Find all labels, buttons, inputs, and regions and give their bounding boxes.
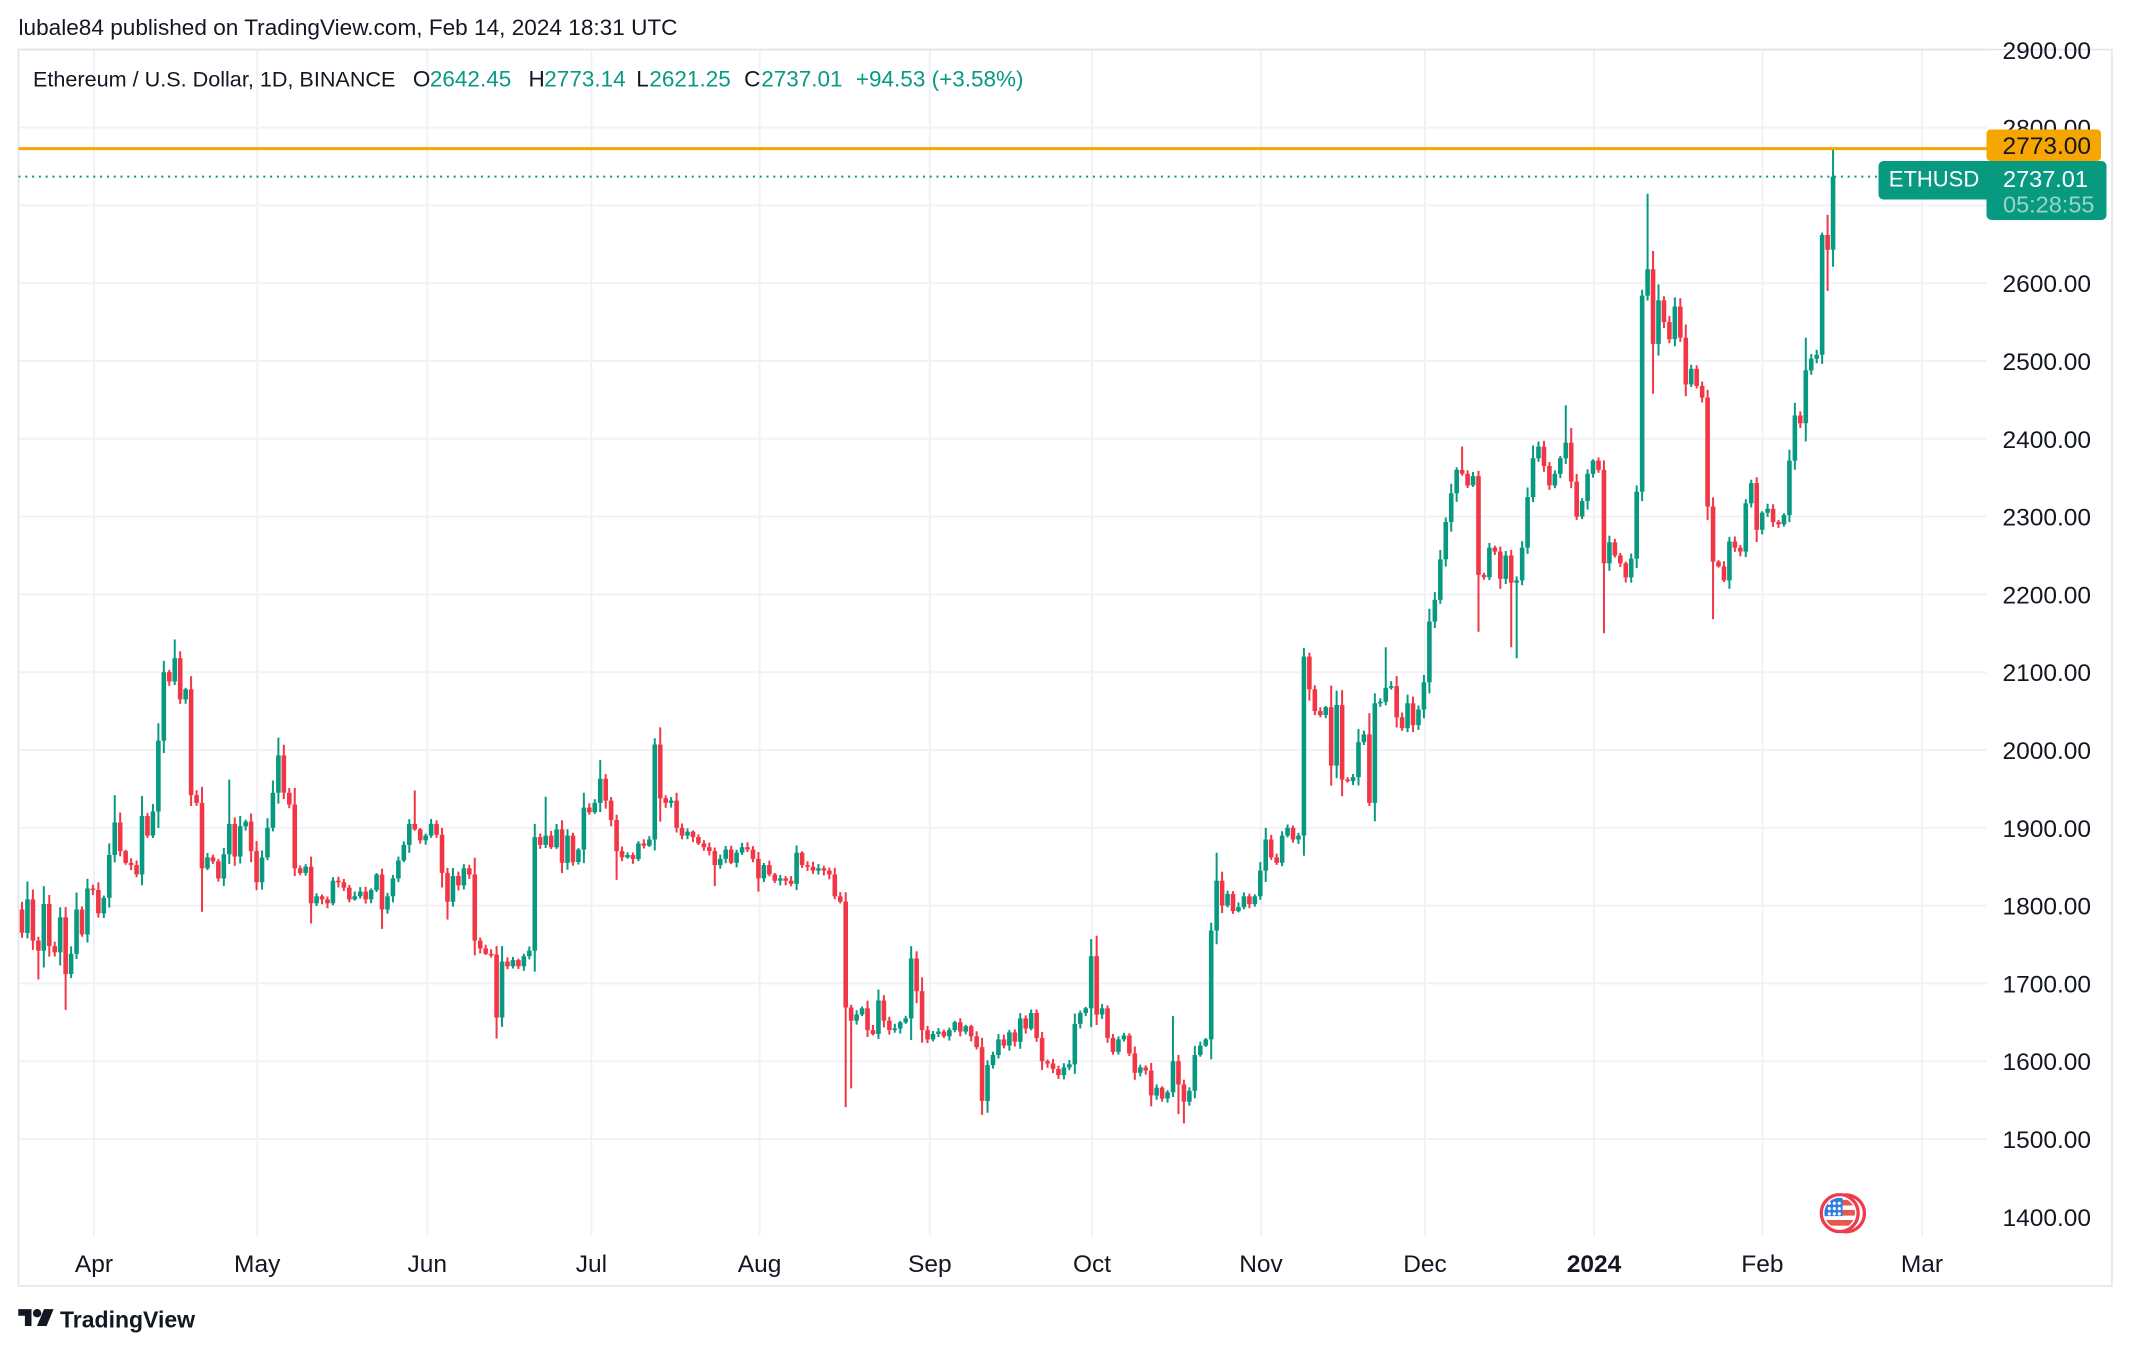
svg-text:Oct: Oct — [1073, 1251, 1111, 1278]
svg-text:H: H — [529, 66, 545, 91]
svg-text:2900.00: 2900.00 — [2003, 38, 2092, 65]
svg-text:C: C — [744, 66, 760, 91]
svg-text:TradingView: TradingView — [60, 1306, 195, 1332]
svg-text:05:28:55: 05:28:55 — [2003, 191, 2094, 217]
svg-text:Ethereum / U.S. Dollar, 1D, BI: Ethereum / U.S. Dollar, 1D, BINANCE — [33, 66, 395, 91]
svg-text:Nov: Nov — [1239, 1251, 1283, 1278]
svg-text:1400.00: 1400.00 — [2003, 1205, 2092, 1232]
svg-text:2773.14: 2773.14 — [544, 66, 625, 91]
svg-text:1500.00: 1500.00 — [2003, 1127, 2092, 1154]
svg-text:1600.00: 1600.00 — [2003, 1049, 2092, 1076]
svg-text:+94.53 (+3.58%): +94.53 (+3.58%) — [856, 66, 1024, 91]
svg-text:Aug: Aug — [738, 1251, 782, 1278]
svg-text:2621.25: 2621.25 — [649, 66, 730, 91]
svg-text:2500.00: 2500.00 — [2003, 349, 2092, 376]
svg-text:O: O — [413, 66, 431, 91]
svg-text:Sep: Sep — [908, 1251, 952, 1278]
svg-text:2300.00: 2300.00 — [2003, 505, 2092, 532]
svg-text:Mar: Mar — [1901, 1251, 1943, 1278]
svg-text:2200.00: 2200.00 — [2003, 582, 2092, 609]
svg-text:1900.00: 1900.00 — [2003, 816, 2092, 843]
svg-text:2400.00: 2400.00 — [2003, 427, 2092, 454]
svg-text:2000.00: 2000.00 — [2003, 738, 2092, 765]
svg-text:2737.01: 2737.01 — [2003, 166, 2088, 192]
svg-text:Feb: Feb — [1741, 1251, 1783, 1278]
svg-text:Jul: Jul — [576, 1251, 607, 1278]
svg-text:2600.00: 2600.00 — [2003, 271, 2092, 298]
svg-text:ETHUSD: ETHUSD — [1889, 167, 1979, 192]
svg-text:lubale84 published on TradingV: lubale84 published on TradingView.com, F… — [19, 15, 678, 40]
svg-text:Dec: Dec — [1403, 1251, 1447, 1278]
svg-text:1700.00: 1700.00 — [2003, 971, 2092, 998]
svg-text:1800.00: 1800.00 — [2003, 894, 2092, 921]
svg-text:2773.00: 2773.00 — [2003, 133, 2092, 160]
svg-text:2100.00: 2100.00 — [2003, 660, 2092, 687]
svg-text:May: May — [234, 1251, 281, 1278]
svg-text:2642.45: 2642.45 — [430, 66, 511, 91]
svg-text:Jun: Jun — [408, 1251, 448, 1278]
svg-text:Apr: Apr — [75, 1251, 113, 1278]
svg-text:2737.01: 2737.01 — [761, 66, 842, 91]
svg-text:L: L — [636, 66, 649, 91]
svg-text:2024: 2024 — [1567, 1251, 1622, 1278]
